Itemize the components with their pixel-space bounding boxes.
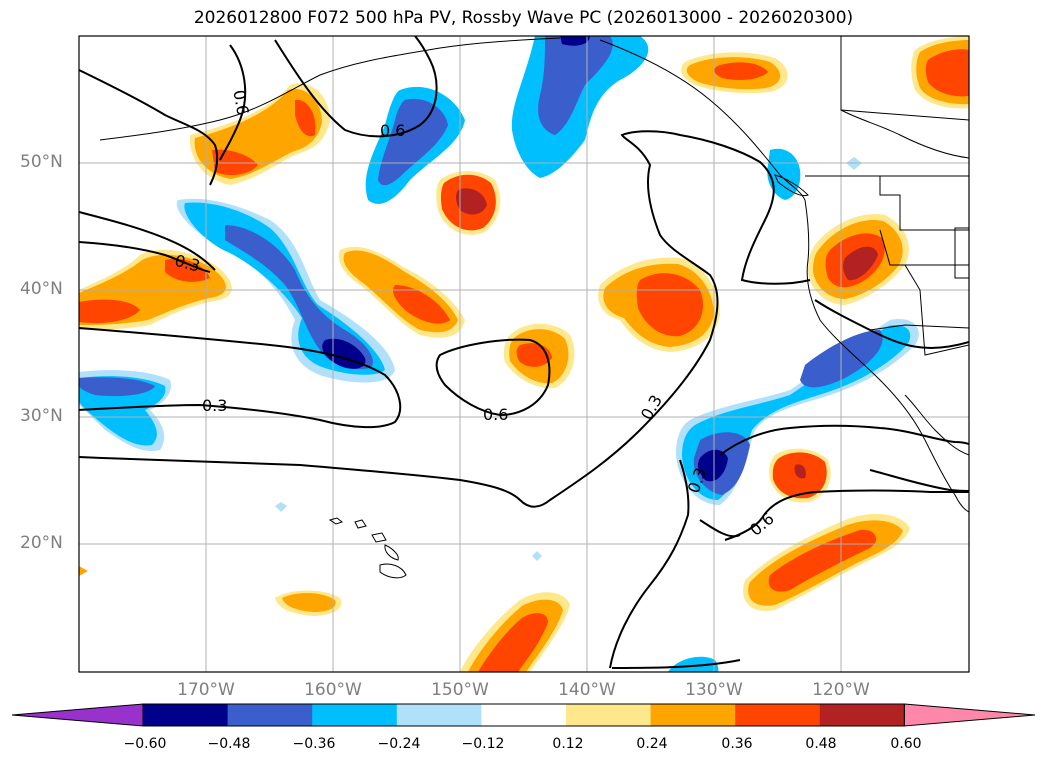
pos-blob-south-center-3 — [478, 613, 548, 672]
pos-blob-ne-3 — [925, 49, 969, 97]
contour-0.6-south-3 — [611, 659, 741, 669]
contour-0.6-south-2 — [724, 489, 969, 541]
pos-blob-40n-center-3 — [636, 273, 704, 337]
contour-label-4: 0.3 — [202, 396, 227, 415]
contour-0.3-large — [79, 130, 811, 508]
neg-blob-30n-west-3 — [79, 377, 155, 397]
neg-blob-north-inner — [538, 36, 613, 135]
pos-blob-hawaii-w-2 — [282, 592, 336, 612]
lat-label-50n: 50°N — [20, 152, 63, 172]
contour-0.6-coast — [814, 299, 969, 349]
colorbar-outline — [142, 703, 905, 727]
lat-label-20n: 20°N — [20, 533, 63, 553]
map-title: 2026012800 F072 500 hPa PV, Rossby Wave … — [193, 8, 854, 28]
colorbar-tick-6: 0.12 — [552, 736, 584, 752]
contour-label-6: 0.3 — [637, 392, 666, 424]
neg-blob-coast-north — [767, 148, 801, 200]
coastlines — [99, 36, 969, 513]
colorbar-tick-7: 0.24 — [636, 736, 668, 752]
pos-core-california — [843, 246, 878, 281]
box-right — [954, 227, 969, 279]
colorbar-tick-9: 0.48 — [805, 736, 837, 752]
state-border-1 — [879, 176, 969, 231]
pos-core-48n — [455, 188, 487, 215]
baja-coast — [904, 394, 969, 456]
contour-0.6-south — [609, 459, 690, 669]
contour-label-1: 0.6 — [229, 88, 252, 116]
north-box — [840, 36, 969, 121]
contour-0.6-center — [435, 338, 551, 417]
canada-bc-border — [840, 109, 969, 159]
colorbar-segment — [819, 704, 905, 726]
lon-label-120w: 120°W — [812, 680, 870, 700]
colorbar-extend-low — [11, 703, 144, 727]
pv-field: 0.6 0.6 0.3 0.3 0.6 0.3 0.6 0.3 — [79, 36, 969, 672]
colorbar-segment — [566, 704, 652, 726]
colorbar-segment — [650, 704, 736, 726]
pos-blob-edge — [79, 566, 88, 576]
contour-0.3-west-2 — [79, 241, 211, 273]
pv-contours — [79, 36, 969, 669]
lon-label-130w: 130°W — [685, 680, 743, 700]
neg-blob-west-pacific-3 — [225, 225, 373, 370]
contour-0.6-north — [79, 69, 219, 186]
contour-0.6-aleutian — [274, 36, 438, 138]
hawaiian-islands — [328, 517, 407, 579]
contour-west-big — [79, 327, 402, 429]
map-frame — [78, 35, 970, 673]
colorbar — [11, 703, 1036, 727]
colorbar-segment — [227, 704, 313, 726]
colorbar-tick-10: 0.60 — [890, 736, 922, 752]
pos-core-25n — [794, 464, 806, 479]
colorbar-tick-1: −0.60 — [123, 736, 167, 752]
neg-small-2 — [532, 551, 542, 561]
contour-0.3-se-inner — [699, 519, 741, 538]
lon-label-160w: 160°W — [304, 680, 362, 700]
colorbar-tick-3: −0.36 — [292, 736, 336, 752]
colorbar-tick-2: −0.48 — [207, 736, 251, 752]
contour-label-7: 0.6 — [746, 509, 778, 540]
alaska-coast — [99, 37, 561, 141]
neg-small-1 — [275, 502, 287, 512]
pos-blob-north-3 — [714, 62, 768, 80]
contour-0.6-north-2 — [219, 44, 247, 161]
north-america-coast — [804, 199, 969, 513]
neg-blob-south — [668, 656, 719, 672]
neg-core-north — [560, 36, 590, 46]
lat-label-40n: 40°N — [20, 279, 63, 299]
pos-blob-aleutian-3 — [212, 99, 316, 176]
contour-label-5: 0.6 — [483, 405, 508, 424]
colorbar-segment — [396, 704, 482, 726]
neg-blob-gulf-inner — [378, 98, 448, 186]
state-border-2 — [879, 229, 969, 266]
contour-0.3-se — [719, 424, 969, 456]
state-border-3 — [904, 264, 969, 356]
colorbar-segment — [481, 704, 567, 726]
neg-blob-subtropic-3 — [693, 330, 883, 495]
graticule — [79, 36, 969, 672]
pos-blob-40n-west-3 — [79, 258, 210, 324]
colorbar-segment — [312, 704, 398, 726]
colorbar-tick-5: −0.12 — [461, 736, 505, 752]
colorbar-tick-4: −0.24 — [377, 736, 421, 752]
lat-label-30n: 30°N — [20, 406, 63, 426]
colorbar-segment — [143, 704, 229, 726]
contour-label-2: 0.6 — [380, 121, 405, 140]
colorbar-extend-high — [903, 703, 1036, 727]
lon-label-150w: 150°W — [431, 680, 489, 700]
contour-0.3-se-2 — [869, 469, 969, 492]
mexico-border — [869, 324, 969, 331]
negative-anomalies — [79, 36, 919, 672]
pos-blob-mid-3 — [393, 285, 450, 324]
pos-blob-sw-3 — [768, 529, 877, 592]
panhandle-coast — [599, 39, 806, 201]
contour-0.3-west — [79, 211, 216, 271]
vancouver-island — [774, 174, 809, 197]
colorbar-segment — [735, 704, 821, 726]
neg-core-subtropic — [697, 449, 728, 482]
lon-label-170w: 170°W — [177, 680, 235, 700]
colorbar-tick-8: 0.36 — [721, 736, 753, 752]
lon-label-140w: 140°W — [558, 680, 616, 700]
